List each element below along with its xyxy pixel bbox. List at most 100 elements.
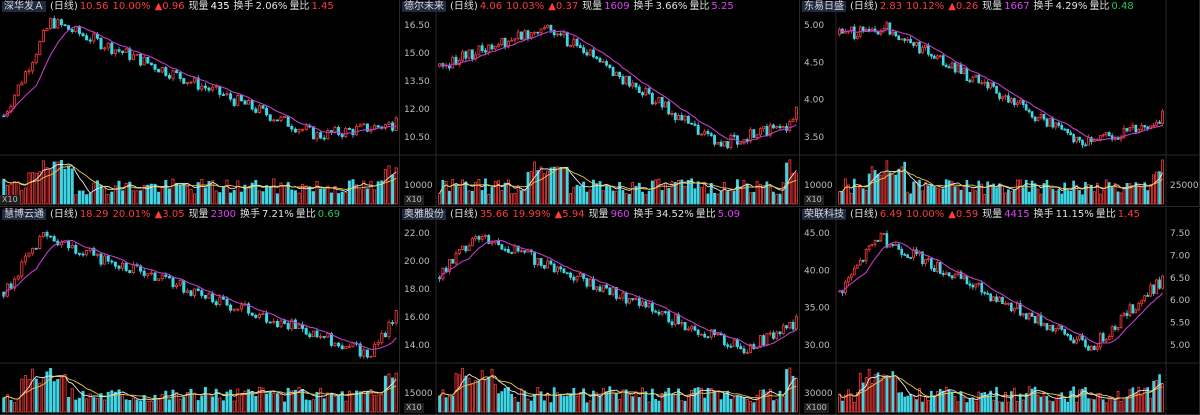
volume-bar xyxy=(117,389,121,413)
candle xyxy=(847,275,850,286)
stock-panel[interactable]: 慧博云通 (日线) 18.29 20.01% ▲3.05 现量 2300 换手 7.21% 量比 0… xyxy=(0,208,400,415)
volume-bar xyxy=(232,400,236,413)
candle xyxy=(337,125,341,137)
stock-panel[interactable]: 深华发Ａ (日线) 10.56 10.00% ▲0.96 现量 435 换手 2.06% 量比 1.… xyxy=(0,0,400,207)
volume-bar xyxy=(1110,187,1114,205)
volume-bar xyxy=(1030,388,1034,413)
volume-bar xyxy=(376,394,380,413)
volume-bar xyxy=(20,190,24,205)
candle xyxy=(250,99,254,112)
candle xyxy=(894,242,898,247)
stock-name[interactable]: 德尔未来 xyxy=(402,1,446,12)
volume-bar xyxy=(1045,395,1049,413)
volume-bar xyxy=(1158,374,1161,413)
volume-bar xyxy=(63,168,67,205)
candle xyxy=(559,265,563,273)
candlestick-chart[interactable]: 16.50 15.00 13.50 12.00 10.50 10000 xyxy=(400,0,800,207)
candle xyxy=(918,41,921,55)
candle xyxy=(749,343,752,354)
candle xyxy=(1054,327,1058,335)
change-amount: ▲0.37 xyxy=(548,1,579,12)
stock-panel[interactable]: 奥雅股份 (日线) 35.66 19.99% ▲5.94 现量 960 换手 34.52% 量比 5… xyxy=(400,208,800,415)
volume-bar xyxy=(490,368,494,413)
candle xyxy=(464,50,468,62)
volume-bar xyxy=(1024,393,1028,413)
candle xyxy=(556,265,559,275)
volume-bar xyxy=(903,161,907,205)
volume-bar xyxy=(461,367,464,413)
volume-bar xyxy=(200,395,204,413)
volume-bar xyxy=(85,194,89,205)
candle xyxy=(457,58,461,68)
volume-bar xyxy=(536,387,540,413)
volume-bar xyxy=(556,392,559,413)
volume-bar xyxy=(732,397,736,413)
volume-bar xyxy=(340,191,344,205)
volume-ma-line xyxy=(439,166,797,194)
volume-bar xyxy=(293,190,297,205)
volume-bar xyxy=(582,388,586,413)
volume-bar xyxy=(605,391,608,413)
candle xyxy=(229,90,233,102)
volume-bar xyxy=(1057,393,1061,413)
candle xyxy=(1125,127,1129,133)
candle xyxy=(286,320,290,332)
candlestick-chart[interactable]: 45.00 40.00 35.00 30.00 7.50 7.00 6.50 6.00 5.50… xyxy=(800,208,1200,415)
stock-name[interactable]: 东易日盛 xyxy=(802,1,846,12)
volume-bar xyxy=(1104,402,1108,413)
period-label: (日线) xyxy=(450,209,478,220)
change-amount: ▲0.26 xyxy=(948,1,979,12)
stock-panel[interactable]: 德尔未来 (日线) 4.06 10.03% ▲0.37 现量 1609 换手 3.66% 量比 5.… xyxy=(400,0,800,207)
candle xyxy=(654,100,658,106)
volume-bar xyxy=(670,393,674,413)
stock-name[interactable]: 奥雅股份 xyxy=(402,209,446,220)
candle xyxy=(598,56,602,64)
volume-bar xyxy=(578,392,582,413)
volume-bar xyxy=(980,392,984,413)
volume-bar xyxy=(624,389,628,413)
candle xyxy=(117,46,121,54)
volume-bar xyxy=(1066,190,1070,205)
candle xyxy=(70,242,74,249)
volume-bar xyxy=(1010,391,1013,413)
stock-panel[interactable]: 荣联科技 (日线) 6.49 10.00% ▲0.59 现量 4415 换手 11.15% 量比 1… xyxy=(800,208,1200,415)
candlestick-chart[interactable] xyxy=(0,208,400,415)
volume-bar xyxy=(329,192,333,205)
candle xyxy=(464,245,468,253)
volume-bar xyxy=(660,392,664,413)
candle xyxy=(1158,119,1161,124)
candlestick-chart[interactable] xyxy=(0,0,400,207)
price: 2.83 xyxy=(879,1,903,12)
moving-average-line xyxy=(3,239,397,350)
volume-bar xyxy=(103,399,107,413)
candle xyxy=(700,333,703,336)
price-tick-label-right: 7.50 xyxy=(1170,229,1190,239)
volume-bar xyxy=(885,160,889,205)
volume-bar xyxy=(614,190,618,205)
volume-bar xyxy=(56,379,60,413)
volume-bar xyxy=(739,396,743,413)
volume-bar xyxy=(500,391,504,413)
candlestick-chart[interactable]: 5.00 4.50 4.00 3.50 10000 25000 xyxy=(800,0,1200,207)
candlestick-chart[interactable]: 22.00 20.00 18.00 16.00 14.00 15000 xyxy=(400,208,800,415)
candle xyxy=(775,125,779,130)
volume-bar xyxy=(1143,387,1147,413)
volume-bar xyxy=(556,166,559,205)
volume-bar xyxy=(959,391,963,413)
volume-bar xyxy=(956,185,960,205)
stock-name[interactable]: 慧博云通 xyxy=(2,209,46,220)
volume-bar xyxy=(1054,190,1058,205)
candle xyxy=(196,74,200,92)
volume-bar xyxy=(752,192,756,205)
change-amount: ▲3.05 xyxy=(154,209,185,220)
candle xyxy=(193,288,197,299)
stock-panel[interactable]: 东易日盛 (日线) 2.83 10.12% ▲0.26 现量 1667 换手 4.29% 量比 0.… xyxy=(800,0,1200,207)
volume-bar xyxy=(149,401,153,413)
candle xyxy=(1155,119,1158,127)
volume-bar xyxy=(858,184,862,205)
stock-name[interactable]: 荣联科技 xyxy=(802,209,846,220)
volume-bar xyxy=(16,398,20,413)
volume-bar xyxy=(549,167,553,205)
stock-name[interactable]: 深华发Ａ xyxy=(2,1,46,12)
volume-bar xyxy=(467,190,471,205)
